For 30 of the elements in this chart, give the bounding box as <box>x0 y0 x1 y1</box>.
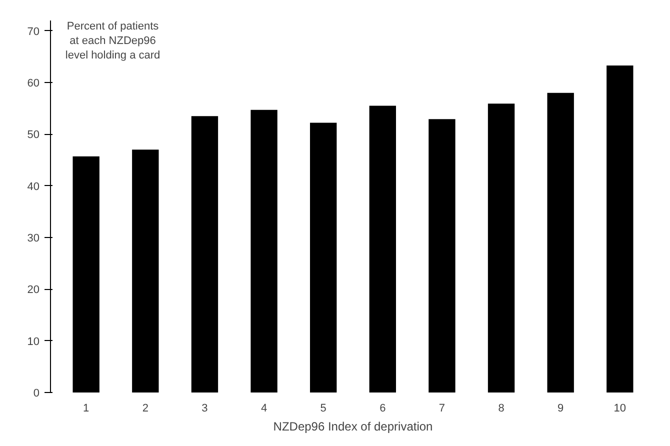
x-tick-label: 8 <box>498 402 504 414</box>
x-tick-label: 3 <box>202 402 208 414</box>
x-tick-label: 2 <box>142 402 148 414</box>
bar <box>132 150 159 392</box>
x-tick-label: 1 <box>83 402 90 414</box>
x-tick-label: 10 <box>614 402 626 414</box>
y-tick-label: 40 <box>27 180 40 193</box>
y-tick-label: 30 <box>27 232 40 244</box>
y-tick-label: 60 <box>27 78 40 90</box>
bar <box>488 104 515 392</box>
bar <box>191 116 218 392</box>
x-tick-label: 7 <box>438 402 446 414</box>
x-axis-title: NZDep96 Index of deprivation <box>273 420 433 434</box>
bar <box>369 106 396 392</box>
x-tick-label: 9 <box>558 402 564 414</box>
y-tick-label: 20 <box>27 284 40 296</box>
bar <box>428 119 456 392</box>
bar <box>547 92 574 392</box>
y-tick-label: 70 <box>27 26 40 38</box>
x-tick-label: 6 <box>380 402 386 414</box>
bar <box>606 65 634 392</box>
x-tick-label: 5 <box>320 402 326 414</box>
y-tick-label: 10 <box>27 336 40 348</box>
x-tick-label: 4 <box>260 402 268 414</box>
bar <box>72 156 100 392</box>
y-axis-title: Percent of patients at each NZDep96 level holding a card <box>65 20 160 62</box>
bar <box>250 110 278 392</box>
bar <box>310 122 337 392</box>
y-tick-label: 0 <box>33 388 40 400</box>
y-tick-label: 50 <box>27 129 40 142</box>
